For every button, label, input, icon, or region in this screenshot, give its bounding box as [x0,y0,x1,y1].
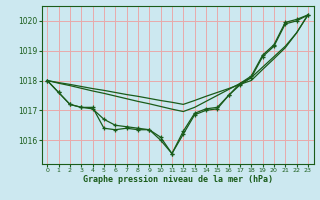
X-axis label: Graphe pression niveau de la mer (hPa): Graphe pression niveau de la mer (hPa) [83,175,273,184]
